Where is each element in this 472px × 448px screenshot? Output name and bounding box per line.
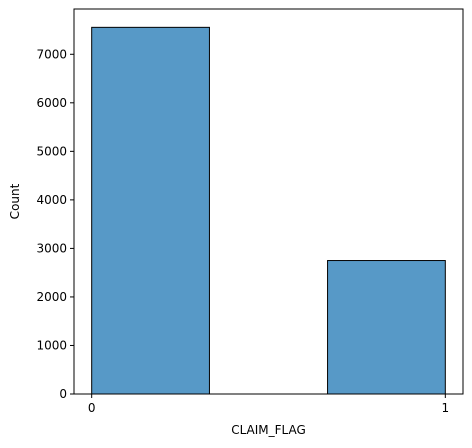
histogram-bar-1 xyxy=(327,260,446,395)
y-tick-label: 3000 xyxy=(36,241,67,255)
plot-frame xyxy=(73,8,464,395)
y-axis-label: Count xyxy=(8,183,22,219)
x-axis-label: CLAIM_FLAG xyxy=(231,423,306,437)
y-tick-label: 5000 xyxy=(36,144,67,158)
y-tick-label: 7000 xyxy=(36,47,67,61)
bars-group xyxy=(91,26,446,395)
histogram-bar-0 xyxy=(91,26,210,395)
x-tick-label: 1 xyxy=(441,401,449,415)
y-tick-label: 6000 xyxy=(36,96,67,110)
y-tick-label: 1000 xyxy=(36,338,67,352)
y-tick-label: 4000 xyxy=(36,193,67,207)
y-tick-label: 0 xyxy=(59,387,67,401)
y-tick-label: 2000 xyxy=(36,290,67,304)
x-tick-label: 0 xyxy=(88,401,96,415)
y-ticks-group: 0 1000 2000 3000 4000 5000 6000 7000 xyxy=(36,47,74,401)
